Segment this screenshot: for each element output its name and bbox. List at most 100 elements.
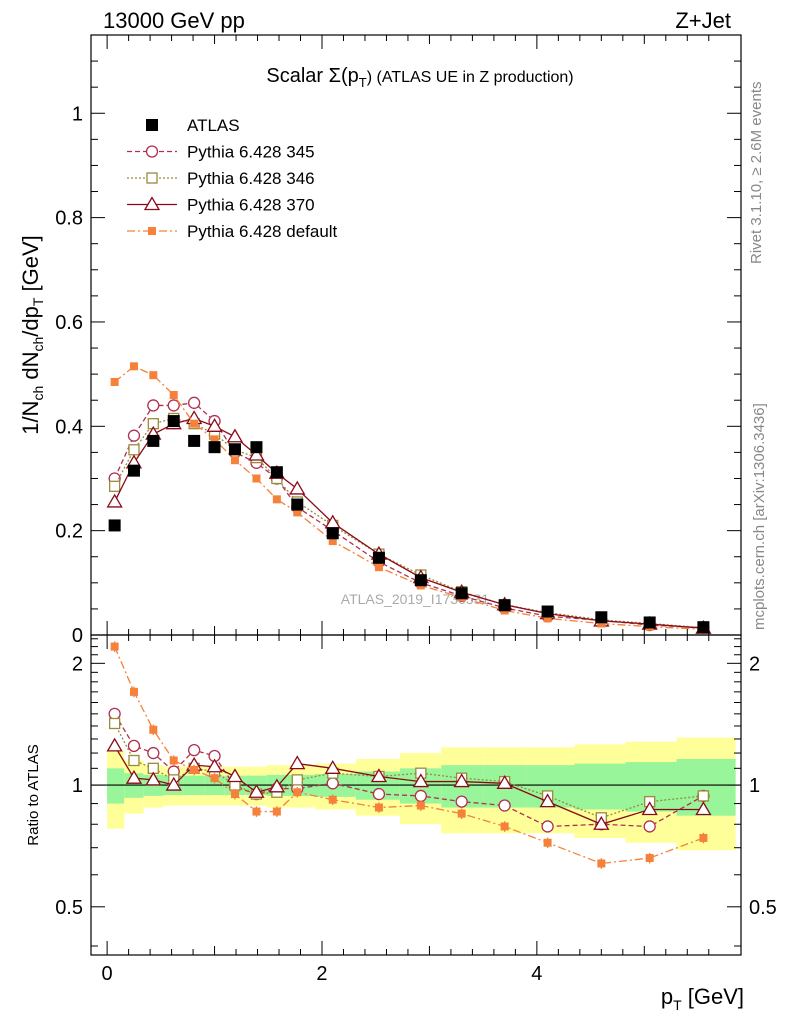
main-p370-point bbox=[248, 446, 265, 461]
ratio-pdefault-point bbox=[374, 803, 383, 812]
ratio-pdefault-point bbox=[230, 790, 239, 799]
ratio-pdefault-point bbox=[110, 642, 119, 651]
side-label-top: Rivet 3.1.10, ≥ 2.6M events bbox=[748, 82, 765, 265]
ratio-p370-point bbox=[165, 776, 182, 791]
ratio-p345-point bbox=[455, 795, 468, 808]
ratio-p370-point bbox=[206, 758, 223, 773]
main-p370-point bbox=[106, 493, 123, 508]
ratio-p345-point bbox=[187, 743, 201, 757]
ratio-p370-point bbox=[226, 768, 244, 783]
legend-label-p370: Pythia 6.428 370 bbox=[187, 196, 315, 215]
main-panel: 0 0.2 0.4 0.6 0.8 1 bbox=[55, 34, 742, 647]
ratio-y-tick-label-right: 0.5 bbox=[749, 897, 777, 919]
ratio-p370-point bbox=[370, 768, 388, 783]
ratio-p345-point bbox=[108, 707, 121, 720]
main-pdefault-point bbox=[149, 371, 158, 380]
title-suffix: ) (ATLAS UE in Z production) bbox=[367, 69, 574, 86]
ratio-p345-point bbox=[326, 777, 339, 790]
main-p370-point bbox=[226, 428, 244, 443]
legend-label-p345: Pythia 6.428 345 bbox=[187, 143, 315, 162]
ratio-p370-point bbox=[268, 778, 285, 793]
ratio-p345-point bbox=[498, 799, 511, 812]
main-p370-point bbox=[206, 418, 223, 432]
main-ATLAS-point bbox=[643, 616, 656, 629]
ratio-pdefault-point bbox=[252, 807, 261, 816]
ratio-frame bbox=[90, 634, 742, 956]
main-p345-point bbox=[127, 429, 141, 442]
ratio-pdefault-point bbox=[328, 795, 337, 804]
ratio-pdefault-point bbox=[597, 859, 606, 868]
ratio-pdefault-point bbox=[543, 838, 552, 847]
ratio-pdefault-point bbox=[210, 774, 219, 783]
ratio-p370-point bbox=[539, 793, 556, 808]
main-ATLAS-point bbox=[414, 574, 427, 587]
x-tick-label: 4 bbox=[531, 963, 542, 985]
ratio-pdefault-point bbox=[416, 801, 425, 810]
main-ATLAS-point bbox=[372, 551, 385, 564]
legend: ATLAS Pythia 6.428 345 Pythia 6.428 346 Pyt… bbox=[127, 116, 338, 241]
ratio-p346-point bbox=[697, 790, 710, 802]
ratio-p345-point bbox=[147, 746, 160, 760]
ratio-p370-point bbox=[248, 783, 265, 798]
main-pdefault-point bbox=[597, 619, 606, 628]
main-ATLAS-point bbox=[167, 415, 180, 428]
main-ATLAS-point bbox=[127, 464, 140, 477]
main-ATLAS-point bbox=[291, 498, 304, 511]
main-ATLAS-point bbox=[595, 611, 608, 624]
ratio-y-tick-label-right: 1 bbox=[749, 775, 760, 797]
ratio-p370-point bbox=[453, 773, 470, 788]
main-ATLAS-point bbox=[270, 466, 283, 479]
main-title: Scalar Σ(pT) (ATLAS UE in Z production) bbox=[266, 65, 573, 90]
main-pdefault-point bbox=[293, 508, 302, 517]
title-prefix: Scalar Σ(p bbox=[266, 65, 358, 87]
main-ylabel: 1/Nch dNch/dpT [GeV] bbox=[18, 235, 46, 435]
main-pdefault-point bbox=[272, 495, 281, 504]
ratio-pdefault-point bbox=[149, 725, 158, 734]
ratio-p370-point bbox=[593, 815, 610, 830]
ratio-panel: 0.5 0.5 1 1 2 2 0 2 4 bbox=[55, 634, 777, 985]
x-tick-label: 2 bbox=[316, 963, 327, 985]
ratio-pdefault-point bbox=[129, 687, 138, 696]
ratio-y-tick-label-right: 2 bbox=[749, 653, 760, 675]
main-ATLAS-point bbox=[455, 587, 468, 600]
legend-marker-p370 bbox=[143, 196, 161, 211]
main-ATLAS-point bbox=[147, 434, 160, 447]
ratio-pdefault-point bbox=[169, 756, 178, 765]
ratio-p370-point bbox=[695, 801, 712, 816]
main-ATLAS-point bbox=[498, 599, 511, 612]
main-ATLAS-point bbox=[208, 441, 221, 454]
main-pdefault-point bbox=[210, 435, 219, 444]
ratio-p345-point bbox=[372, 787, 386, 801]
legend-marker-p345 bbox=[145, 145, 159, 158]
x-tick-label: 0 bbox=[102, 963, 113, 985]
y-tick-label: 0.6 bbox=[55, 312, 83, 334]
ratio-p345-point bbox=[541, 820, 554, 833]
ratio-p370-point bbox=[412, 773, 429, 788]
ratio-p346-point bbox=[291, 774, 303, 786]
main-p345-point bbox=[167, 399, 180, 412]
ratio-p370-point bbox=[496, 775, 513, 789]
main-pdefault-point bbox=[328, 537, 337, 546]
header-right: Z+Jet bbox=[675, 8, 731, 33]
ratio-pdefault-point bbox=[457, 809, 466, 818]
legend-label-p346: Pythia 6.428 346 bbox=[187, 169, 315, 188]
y-tick-label: 0.8 bbox=[55, 208, 83, 230]
main-pdefault-point bbox=[374, 563, 383, 572]
legend-marker-ATLAS bbox=[146, 119, 158, 131]
main-pdefault-point bbox=[110, 377, 119, 386]
ratio-pdefault-point bbox=[190, 765, 199, 774]
ratio-p370-point bbox=[125, 769, 143, 784]
y-tick-label: 0 bbox=[72, 625, 83, 647]
ratio-pdefault-point bbox=[699, 833, 708, 842]
main-ATLAS-point bbox=[188, 434, 201, 447]
ratio-p370-point bbox=[106, 737, 123, 752]
main-ATLAS-point bbox=[697, 621, 710, 634]
main-ATLAS-point bbox=[108, 519, 121, 532]
ratio-p370-point bbox=[641, 801, 658, 816]
legend-marker-pdefault bbox=[148, 227, 156, 235]
ratio-y-tick-label-left: 1 bbox=[72, 775, 83, 797]
ratio-p370-point bbox=[145, 771, 162, 786]
main-p345-point bbox=[187, 396, 201, 409]
side-label-bottom: mcplots.cern.ch [arXiv:1306.3436] bbox=[751, 403, 768, 630]
legend-marker-p346 bbox=[146, 172, 158, 184]
